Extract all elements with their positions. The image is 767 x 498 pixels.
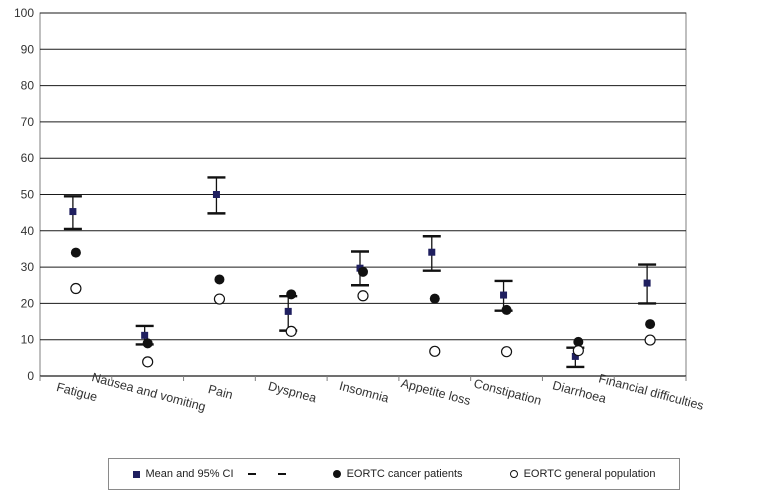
legend-label-general: EORTC general population — [523, 468, 656, 480]
legend-label-mean: Mean and 95% CI — [145, 468, 234, 480]
legend-item-general: EORTC general population — [509, 468, 656, 480]
y-tick-label: 100 — [14, 6, 34, 20]
cancer-patients-point — [429, 293, 440, 304]
y-tick-label: 60 — [21, 151, 35, 165]
y-tick-label: 80 — [21, 79, 35, 93]
mean-point — [571, 352, 579, 360]
y-tick-label: 30 — [21, 260, 35, 274]
y-tick-label: 90 — [21, 42, 35, 56]
general-population-point — [285, 325, 297, 337]
mean-point — [212, 191, 220, 198]
y-tick-label: 40 — [21, 224, 35, 238]
mean-point — [428, 248, 436, 256]
general-population-point — [357, 290, 369, 302]
cancer-patients-point — [214, 274, 225, 285]
x-tick-label: Appetite loss — [399, 376, 472, 408]
cancer-patients-point — [142, 338, 153, 349]
legend-open-circle-marker — [509, 470, 518, 478]
general-population-point — [644, 334, 656, 346]
y-tick-label: 50 — [21, 188, 35, 202]
legend-item-mean: Mean and 95% CI — [132, 468, 286, 480]
legend-square-marker — [132, 470, 140, 478]
legend-ci-dashes — [247, 473, 286, 475]
general-population-point — [500, 346, 513, 358]
mean-point — [500, 291, 508, 299]
cancer-patients-point — [573, 336, 584, 347]
legend-dash-marker — [277, 473, 286, 475]
cancer-patients-point — [70, 247, 81, 258]
cancer-patients-point — [286, 289, 297, 300]
general-population-point — [429, 345, 441, 357]
x-tick-label: Constipation — [472, 376, 543, 408]
legend-filled-circle-marker — [332, 470, 341, 478]
cancer-patients-point — [645, 319, 656, 330]
general-population-point — [142, 356, 154, 368]
y-tick-label: 0 — [27, 369, 34, 383]
x-tick-label: Financial difficulties — [597, 371, 705, 413]
general-population-point — [572, 344, 584, 357]
cancer-patients-point — [501, 304, 512, 315]
mean-point — [643, 279, 651, 287]
x-tick-label: Pain — [207, 382, 235, 402]
cancer-patients-point — [358, 266, 368, 277]
y-tick-label: 20 — [21, 296, 35, 310]
y-tick-label: 10 — [21, 333, 35, 347]
legend-item-cancer: EORTC cancer patients — [332, 468, 463, 480]
mean-point — [284, 307, 292, 315]
general-population-point — [213, 293, 226, 305]
mean-point — [141, 331, 149, 339]
general-population-point — [70, 282, 82, 295]
legend: Mean and 95% CI EORTC cancer patients EO… — [108, 458, 680, 490]
legend-dash-marker — [247, 473, 256, 475]
x-tick-label: Dyspnea — [267, 379, 318, 405]
x-tick-label: Nausea and vomiting — [90, 370, 207, 414]
x-tick-label: Insomnia — [338, 379, 391, 406]
y-tick-label: 70 — [21, 115, 35, 129]
mean-point — [69, 208, 77, 216]
legend-label-cancer: EORTC cancer patients — [346, 468, 463, 480]
